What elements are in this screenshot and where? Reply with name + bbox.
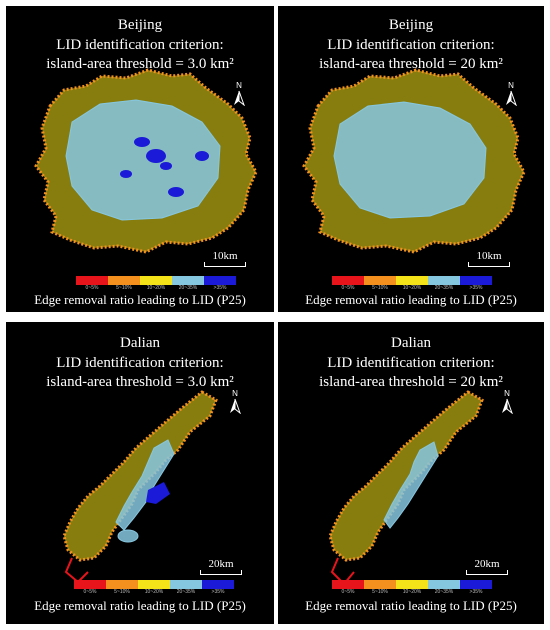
panel-city: Dalian bbox=[391, 335, 431, 351]
legend-class-label: 10~20% bbox=[402, 589, 422, 595]
legend-class-label: 10~20% bbox=[144, 589, 164, 595]
legend-colorbar: 0~5% 5~10% 10~20% 20~35% >35% bbox=[74, 580, 234, 595]
legend-title: Edge removal ratio leading to LID (P25) bbox=[34, 292, 246, 307]
legend-title: Edge removal ratio leading to LID (P25) bbox=[34, 598, 246, 613]
legend-class-0: 0~5% bbox=[76, 276, 108, 291]
panel-criterion: LID identification criterion: bbox=[327, 37, 495, 53]
panel-threshold: island-area threshold = 3.0 km² bbox=[46, 56, 234, 72]
legend-class-label: 20~35% bbox=[178, 285, 198, 291]
legend-class-0: 0~5% bbox=[74, 580, 106, 595]
north-arrow-icon: N bbox=[500, 390, 514, 415]
panel-criterion: LID identification criterion: bbox=[327, 355, 495, 371]
legend-class-label: 0~5% bbox=[341, 285, 355, 291]
panel-threshold: island-area threshold = 20 km² bbox=[319, 374, 503, 390]
network-map bbox=[34, 68, 258, 254]
panel-criterion: LID identification criterion: bbox=[56, 37, 224, 53]
legend-class-label: 5~10% bbox=[372, 589, 388, 595]
legend-colorbar: 0~5% 5~10% 10~20% 20~35% >35% bbox=[332, 276, 492, 291]
legend-class-label: 10~20% bbox=[402, 285, 422, 291]
panel-city: Beijing bbox=[388, 17, 434, 33]
north-arrow-icon: N bbox=[232, 82, 246, 107]
legend-title: Edge removal ratio leading to LID (P25) bbox=[305, 598, 517, 613]
legend-class-3: 20~35% bbox=[172, 276, 204, 291]
legend-class-2: 10~20% bbox=[396, 580, 428, 595]
legend-class-label: 5~10% bbox=[372, 285, 388, 291]
legend-class-label: >35% bbox=[469, 285, 483, 291]
legend-class-label: 20~35% bbox=[434, 589, 454, 595]
map-panel-dalian-20km: Dalian LID identification criterion: isl… bbox=[278, 322, 544, 624]
panel-criterion: LID identification criterion: bbox=[56, 355, 224, 371]
legend-colorbar: 0~5% 5~10% 10~20% 20~35% >35% bbox=[76, 276, 236, 291]
legend-class-label: 0~5% bbox=[83, 589, 97, 595]
scale-bar: 20km bbox=[200, 558, 242, 575]
legend-class-2: 10~20% bbox=[140, 276, 172, 291]
map-panel-dalian-3km: Dalian LID identification criterion: isl… bbox=[6, 322, 274, 624]
legend-class-label: >35% bbox=[469, 589, 483, 595]
panel-city: Beijing bbox=[117, 17, 163, 33]
network-map bbox=[302, 68, 526, 254]
panel-threshold: island-area threshold = 3.0 km² bbox=[46, 374, 234, 390]
north-arrow-icon: N bbox=[228, 390, 242, 415]
legend-class-label: 5~10% bbox=[114, 589, 130, 595]
legend-class-2: 10~20% bbox=[396, 276, 428, 291]
legend-class-label: 0~5% bbox=[341, 589, 355, 595]
legend-class-1: 5~10% bbox=[364, 580, 396, 595]
map-panel-beijing-3km: Beijing LID identification criterion: is… bbox=[6, 6, 274, 312]
legend-class-label: 10~20% bbox=[146, 285, 166, 291]
panel-threshold: island-area threshold = 20 km² bbox=[319, 56, 503, 72]
legend-class-1: 5~10% bbox=[106, 580, 138, 595]
north-arrow-icon: N bbox=[504, 82, 518, 107]
legend-class-label: 20~35% bbox=[176, 589, 196, 595]
network-map bbox=[328, 390, 484, 586]
network-map bbox=[62, 390, 218, 584]
legend-title: Edge removal ratio leading to LID (P25) bbox=[305, 292, 517, 307]
legend-class-4: >35% bbox=[204, 276, 236, 291]
scale-bar: 20km bbox=[466, 558, 508, 575]
legend-class-label: 20~35% bbox=[434, 285, 454, 291]
legend-class-label: 0~5% bbox=[85, 285, 99, 291]
panel-city: Dalian bbox=[120, 335, 160, 351]
legend-class-1: 5~10% bbox=[108, 276, 140, 291]
legend-class-label: >35% bbox=[213, 285, 227, 291]
legend-class-3: 20~35% bbox=[170, 580, 202, 595]
legend-class-4: >35% bbox=[202, 580, 234, 595]
legend-class-3: 20~35% bbox=[428, 276, 460, 291]
legend-class-3: 20~35% bbox=[428, 580, 460, 595]
scale-bar: 10km bbox=[204, 250, 246, 267]
map-panel-beijing-20km: Beijing LID identification criterion: is… bbox=[278, 6, 544, 312]
legend-class-label: 5~10% bbox=[116, 285, 132, 291]
legend-class-0: 0~5% bbox=[332, 580, 364, 595]
legend-class-2: 10~20% bbox=[138, 580, 170, 595]
legend-class-0: 0~5% bbox=[332, 276, 364, 291]
legend-class-4: >35% bbox=[460, 276, 492, 291]
legend-colorbar: 0~5% 5~10% 10~20% 20~35% >35% bbox=[332, 580, 492, 595]
scale-bar: 10km bbox=[468, 250, 510, 267]
legend-class-4: >35% bbox=[460, 580, 492, 595]
legend-class-label: >35% bbox=[211, 589, 225, 595]
legend-class-1: 5~10% bbox=[364, 276, 396, 291]
